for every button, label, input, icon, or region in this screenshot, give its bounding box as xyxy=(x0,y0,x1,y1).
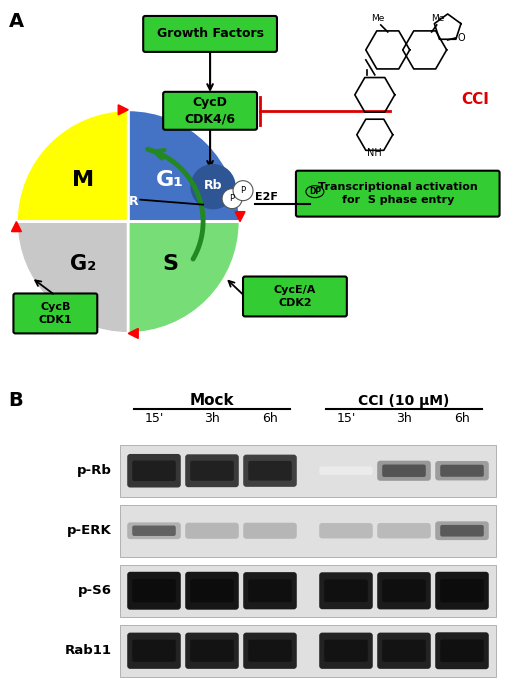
FancyBboxPatch shape xyxy=(13,294,97,333)
Text: S: S xyxy=(162,253,178,273)
FancyBboxPatch shape xyxy=(440,639,484,662)
Text: NH: NH xyxy=(368,148,382,158)
FancyBboxPatch shape xyxy=(319,466,373,475)
Text: CycB
CDK1: CycB CDK1 xyxy=(38,303,72,324)
FancyBboxPatch shape xyxy=(324,579,368,602)
FancyBboxPatch shape xyxy=(127,522,181,539)
Text: P: P xyxy=(229,194,234,203)
FancyBboxPatch shape xyxy=(185,522,239,539)
FancyBboxPatch shape xyxy=(319,572,373,609)
Wedge shape xyxy=(128,110,240,221)
FancyBboxPatch shape xyxy=(243,572,297,609)
FancyBboxPatch shape xyxy=(120,625,496,677)
Wedge shape xyxy=(16,110,128,221)
FancyBboxPatch shape xyxy=(120,445,496,497)
FancyBboxPatch shape xyxy=(440,579,484,602)
FancyBboxPatch shape xyxy=(435,632,489,669)
Text: G₁: G₁ xyxy=(156,169,184,190)
Circle shape xyxy=(191,165,235,208)
FancyBboxPatch shape xyxy=(132,640,176,662)
Text: A: A xyxy=(8,12,24,31)
FancyBboxPatch shape xyxy=(382,640,426,662)
Text: 15': 15' xyxy=(144,413,164,426)
Text: Me: Me xyxy=(431,14,444,23)
Polygon shape xyxy=(11,221,22,232)
Wedge shape xyxy=(16,221,128,333)
FancyBboxPatch shape xyxy=(163,92,257,130)
Text: B: B xyxy=(8,391,23,410)
FancyBboxPatch shape xyxy=(377,632,431,669)
Text: G₂: G₂ xyxy=(70,253,96,273)
Text: CCI: CCI xyxy=(462,92,489,107)
FancyBboxPatch shape xyxy=(435,572,489,610)
Text: CycD
CDK4/6: CycD CDK4/6 xyxy=(185,96,236,125)
Text: 15': 15' xyxy=(336,413,356,426)
FancyBboxPatch shape xyxy=(127,454,181,488)
FancyBboxPatch shape xyxy=(120,565,496,617)
Text: Rab11: Rab11 xyxy=(65,644,112,657)
FancyBboxPatch shape xyxy=(324,640,368,662)
Text: M: M xyxy=(72,169,94,190)
FancyBboxPatch shape xyxy=(132,579,176,602)
Text: E2F: E2F xyxy=(255,192,278,201)
Text: Transcriptional activation
for  S phase entry: Transcriptional activation for S phase e… xyxy=(318,182,478,205)
FancyBboxPatch shape xyxy=(120,505,496,557)
FancyBboxPatch shape xyxy=(132,460,176,481)
Circle shape xyxy=(233,181,253,201)
FancyBboxPatch shape xyxy=(190,640,234,662)
FancyBboxPatch shape xyxy=(382,579,426,602)
Text: Mock: Mock xyxy=(189,393,234,408)
Text: Rb: Rb xyxy=(204,179,222,192)
Circle shape xyxy=(222,189,242,208)
Text: Me: Me xyxy=(371,14,385,23)
FancyBboxPatch shape xyxy=(243,522,297,539)
FancyBboxPatch shape xyxy=(248,640,292,662)
FancyBboxPatch shape xyxy=(319,523,373,538)
Text: p-S6: p-S6 xyxy=(78,584,112,597)
FancyBboxPatch shape xyxy=(319,632,373,669)
FancyBboxPatch shape xyxy=(190,460,234,481)
Text: 3h: 3h xyxy=(204,413,220,426)
FancyBboxPatch shape xyxy=(440,525,484,537)
FancyBboxPatch shape xyxy=(185,454,239,487)
FancyBboxPatch shape xyxy=(248,579,292,602)
FancyBboxPatch shape xyxy=(190,579,234,602)
FancyBboxPatch shape xyxy=(377,523,431,538)
FancyBboxPatch shape xyxy=(243,455,297,487)
FancyBboxPatch shape xyxy=(127,572,181,610)
FancyBboxPatch shape xyxy=(127,632,181,669)
Polygon shape xyxy=(235,212,245,221)
Polygon shape xyxy=(128,329,138,338)
FancyBboxPatch shape xyxy=(143,16,277,52)
FancyBboxPatch shape xyxy=(435,461,489,480)
FancyBboxPatch shape xyxy=(243,632,297,669)
FancyBboxPatch shape xyxy=(248,461,292,481)
Text: CycE/A
CDK2: CycE/A CDK2 xyxy=(274,285,316,307)
FancyBboxPatch shape xyxy=(440,464,484,477)
Text: P: P xyxy=(241,186,246,195)
Text: 6h: 6h xyxy=(262,413,278,426)
FancyBboxPatch shape xyxy=(243,277,347,316)
FancyBboxPatch shape xyxy=(185,632,239,669)
Text: 3h: 3h xyxy=(396,413,412,426)
Text: p-ERK: p-ERK xyxy=(67,525,112,538)
FancyBboxPatch shape xyxy=(435,521,489,540)
FancyBboxPatch shape xyxy=(382,464,426,477)
Wedge shape xyxy=(128,221,240,333)
FancyBboxPatch shape xyxy=(185,572,239,610)
Text: DP: DP xyxy=(309,187,321,196)
Polygon shape xyxy=(118,104,128,115)
Text: O: O xyxy=(458,33,465,43)
Text: R: R xyxy=(129,195,138,208)
FancyBboxPatch shape xyxy=(296,171,500,217)
Text: p-Rb: p-Rb xyxy=(77,464,112,477)
FancyBboxPatch shape xyxy=(377,461,431,481)
FancyBboxPatch shape xyxy=(377,572,431,609)
Text: 6h: 6h xyxy=(454,413,470,426)
FancyBboxPatch shape xyxy=(132,525,176,536)
Text: Growth Factors: Growth Factors xyxy=(157,27,264,40)
Ellipse shape xyxy=(306,186,324,197)
Text: CCI (10 μM): CCI (10 μM) xyxy=(358,393,450,408)
